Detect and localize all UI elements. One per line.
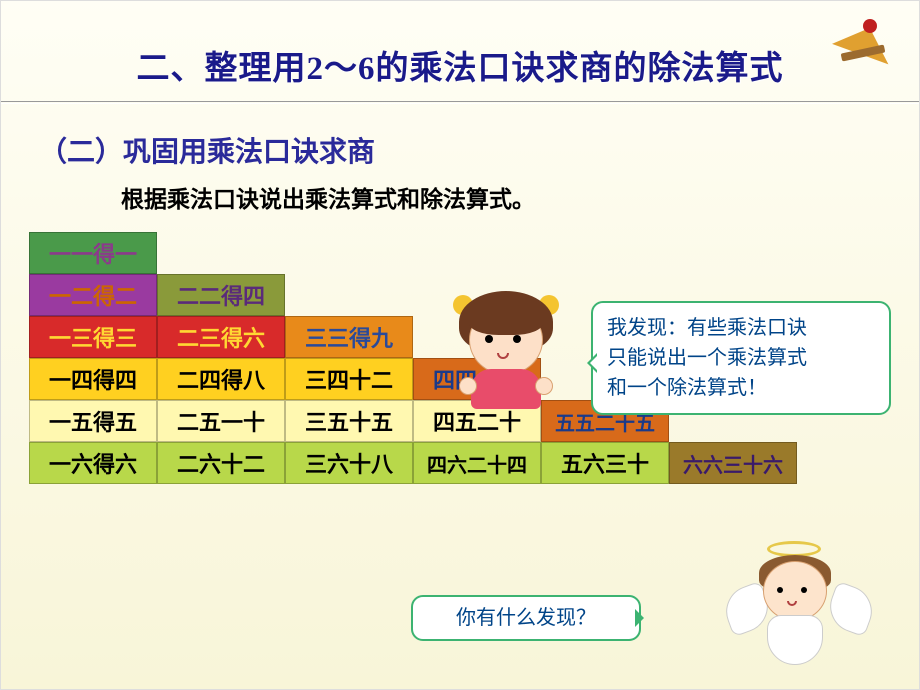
speech1-line1: 我发现：有些乘法口诀: [607, 313, 875, 343]
table-cell: 一三得三: [29, 316, 157, 358]
table-cell: 三四十二: [285, 358, 413, 400]
table-row: 一一得一: [29, 232, 919, 274]
table-cell: 五六三十: [541, 442, 669, 484]
girl-illustration: [441, 281, 571, 411]
section-subtitle: （二）巩固用乘法口诀求商: [1, 102, 919, 180]
table-cell: 二五一十: [157, 400, 285, 442]
corner-decoration: [831, 17, 901, 67]
speech1-line3: 和一个除法算式！: [607, 373, 875, 403]
instruction-text: 根据乘法口诀说出乘法算式和除法算式。: [1, 180, 919, 214]
page-title: 二、整理用2～6的乘法口诀求商的除法算式: [1, 1, 919, 101]
table-cell: 二六十二: [157, 442, 285, 484]
table-cell: 一四得四: [29, 358, 157, 400]
table-cell: 三三得九: [285, 316, 413, 358]
table-cell: 一一得一: [29, 232, 157, 274]
table-cell: 三五十五: [285, 400, 413, 442]
speech-bubble-question: 你有什么发现？: [411, 595, 641, 641]
table-cell: 六六三十六: [669, 442, 797, 484]
table-cell: 一六得六: [29, 442, 157, 484]
angel-illustration: [719, 541, 879, 671]
speech-bubble-discovery: 我发现：有些乘法口诀 只能说出一个乘法算式 和一个除法算式！: [591, 301, 891, 415]
table-cell: 二三得六: [157, 316, 285, 358]
table-cell: 二四得八: [157, 358, 285, 400]
table-cell: 三六十八: [285, 442, 413, 484]
table-cell: 四六二十四: [413, 442, 541, 484]
table-row: 一六得六二六十二三六十八四六二十四五六三十六六三十六: [29, 442, 919, 484]
table-cell: 一二得二: [29, 274, 157, 316]
speech1-line2: 只能说出一个乘法算式: [607, 343, 875, 373]
table-cell: 二二得四: [157, 274, 285, 316]
table-cell: 一五得五: [29, 400, 157, 442]
